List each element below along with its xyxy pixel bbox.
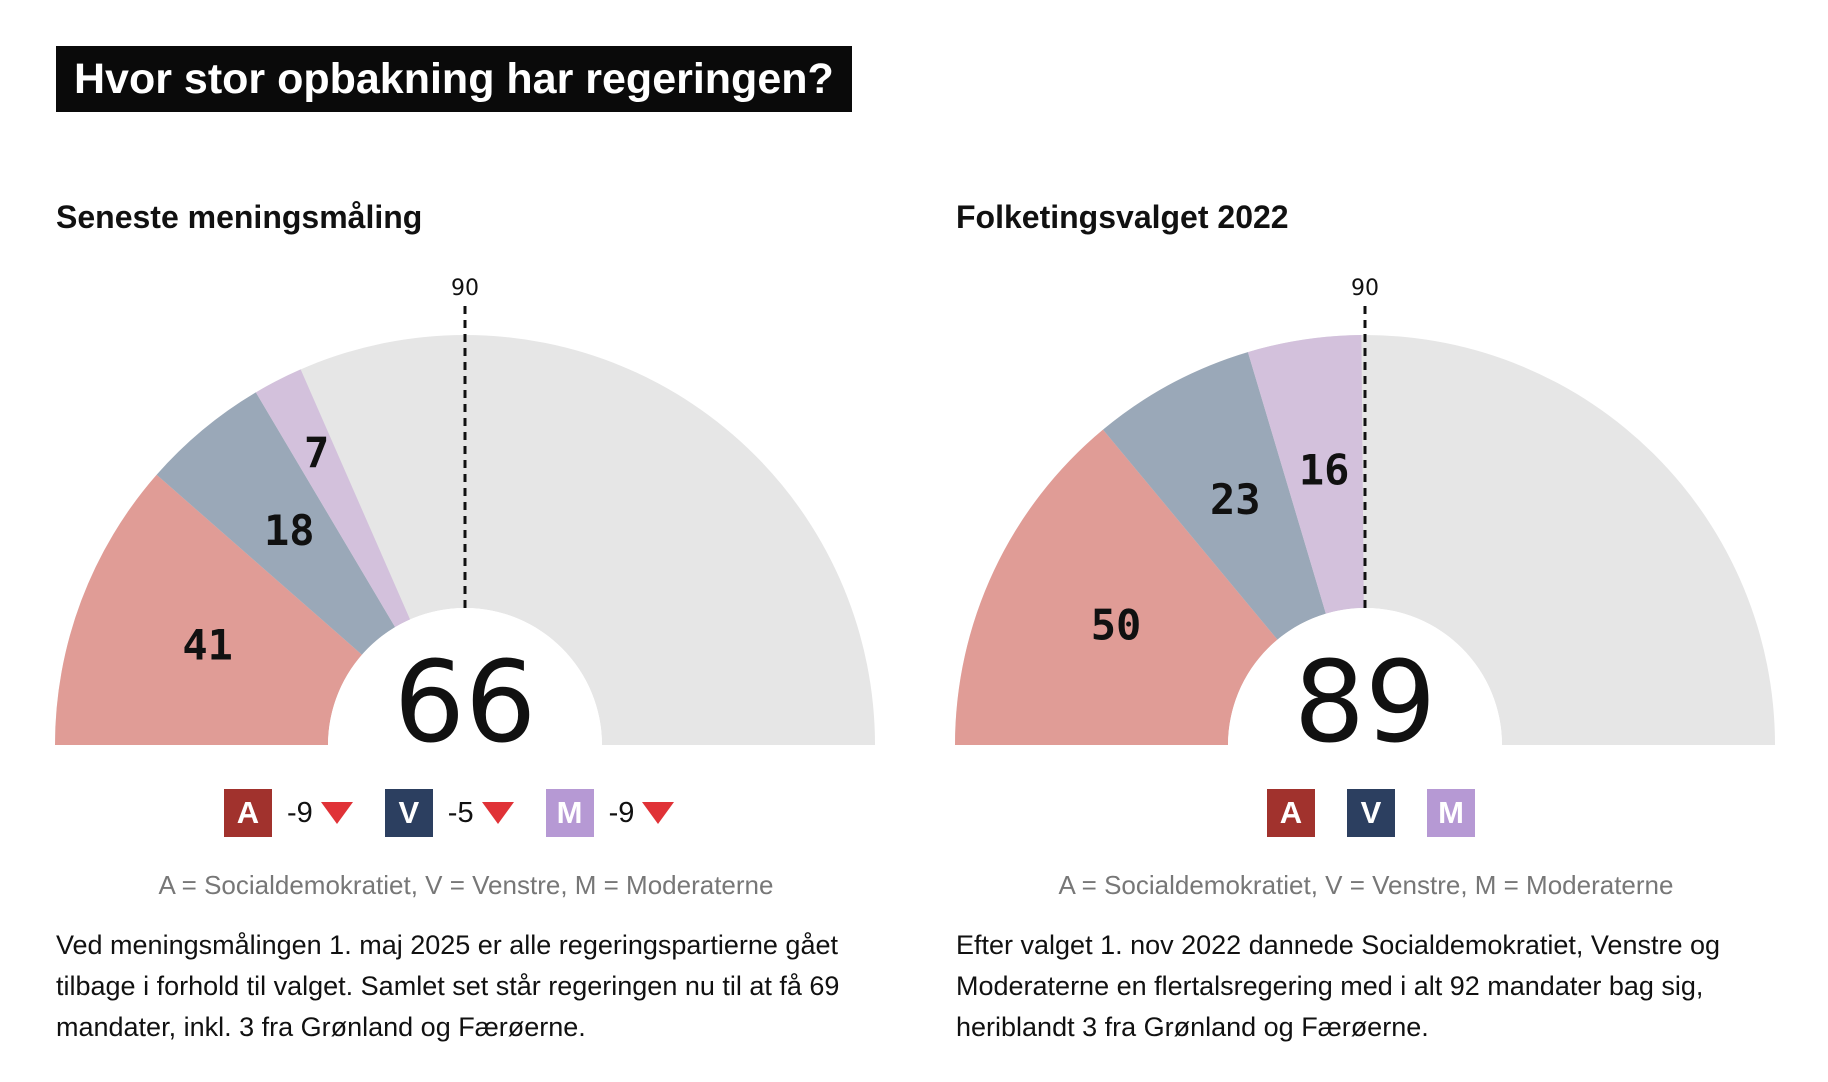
segment-label-m: 7: [304, 428, 329, 477]
segment-a: [955, 429, 1278, 745]
semicircle-chart: 41 18 7 90 66: [55, 276, 875, 768]
segment-label-v: 18: [264, 506, 315, 555]
segment-v: [1102, 352, 1326, 640]
down-arrow-icon: [642, 802, 675, 824]
segment-label-m: 16: [1299, 446, 1350, 495]
party-badge-a: A: [224, 789, 272, 837]
down-arrow-icon: [481, 802, 514, 824]
legend-note: A = Socialdemokratiet, V = Venstre, M = …: [158, 870, 774, 900]
segment-m: [1247, 335, 1364, 614]
segment-label-a: 50: [1091, 601, 1142, 650]
segment-v: [156, 392, 396, 655]
change-value-v: -5: [447, 796, 474, 829]
segment-label-a: 41: [182, 621, 233, 670]
party-badge-a: A: [1267, 789, 1315, 837]
majority-label: 90: [451, 276, 479, 301]
legend-note: A = Socialdemokratiet, V = Venstre, M = …: [1058, 870, 1674, 900]
legend-item-m: M: [1427, 789, 1475, 837]
change-value-a: -9: [287, 796, 313, 829]
segment-label-v: 23: [1210, 475, 1261, 524]
party-legend: A V M: [1267, 788, 1475, 838]
chart-description: Ved meningsmålingen 1. maj 2025 er alle …: [56, 930, 840, 1042]
party-badge-m: M: [545, 789, 594, 837]
legend-item-a: A -9: [224, 789, 353, 837]
party-badge-v: V: [1347, 789, 1395, 837]
segment-a: [55, 474, 362, 745]
majority-label: 90: [1351, 276, 1379, 301]
legend-item-v: V -5: [384, 789, 514, 837]
chart-panel-poll: Seneste meningsmåling 41 18 7 90 66 A -9 V -…: [0, 180, 880, 1060]
segment-m: [255, 369, 411, 628]
legend-item-a: A: [1267, 789, 1315, 837]
legend-item-v: V: [1347, 789, 1395, 837]
center-total: 66: [394, 638, 537, 768]
party-badge-m: M: [1427, 789, 1475, 837]
chart-title: Folketingsvalget 2022: [956, 199, 1289, 235]
center-disc: [1228, 608, 1502, 745]
semicircle-chart: 50 23 16 90 89: [955, 276, 1775, 768]
party-badge-v: V: [384, 789, 433, 837]
center-disc: [328, 608, 602, 745]
chart-description: Efter valget 1. nov 2022 dannede Sociald…: [956, 930, 1721, 1042]
legend-item-m: M -9: [545, 789, 675, 837]
party-legend: A -9 V -5 M -9: [224, 788, 675, 838]
center-total: 89: [1294, 638, 1437, 768]
chart-panel-election: Folketingsvalget 2022 50 23 16 90 89 A V M A…: [900, 180, 1780, 1060]
down-arrow-icon: [320, 802, 353, 824]
chart-title: Seneste meningsmåling: [56, 199, 423, 235]
change-value-m: -9: [608, 796, 635, 829]
page-title: Hvor stor opbakning har regeringen?: [56, 46, 852, 112]
